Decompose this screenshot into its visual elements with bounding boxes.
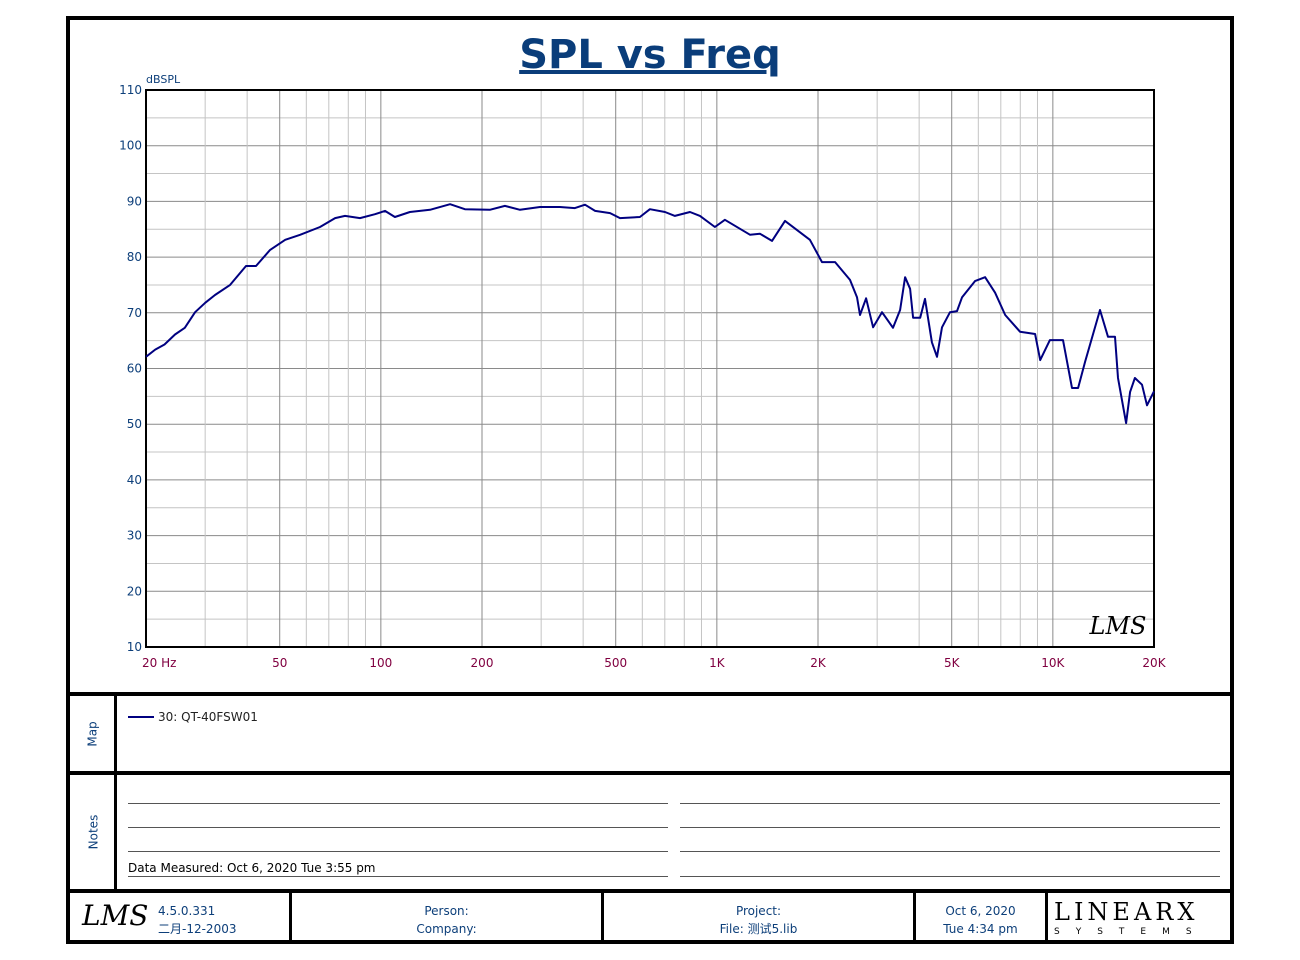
y-tick-label: 30 <box>127 529 142 543</box>
x-tick-label: 10K <box>1041 656 1065 670</box>
data-measured: Data Measured: Oct 6, 2020 Tue 3:55 pm <box>128 861 376 875</box>
divider <box>289 893 292 940</box>
y-tick-label: 20 <box>127 584 142 598</box>
divider <box>66 771 1234 775</box>
linearx-logo: LINEARX SYSTEMS <box>1054 899 1226 938</box>
y-tick-label: 110 <box>119 83 142 97</box>
x-tick-label: 20 Hz <box>142 656 176 670</box>
lms-logo: LMS <box>82 899 149 932</box>
y-tick-label: 60 <box>127 362 142 376</box>
version: 4.5.0.331 <box>158 904 216 918</box>
divider <box>66 889 1234 893</box>
divider <box>66 692 1234 696</box>
chart-lms-logo: LMS <box>1089 612 1147 640</box>
brand: LINEARX <box>1054 899 1199 926</box>
y-tick-label: 50 <box>127 417 142 431</box>
version-info: 4.5.0.331 二月-12-2003 <box>158 902 236 938</box>
build-date: 二月-12-2003 <box>158 922 237 936</box>
x-tick-label: 200 <box>471 656 494 670</box>
map-section-label: Map <box>70 696 116 771</box>
y-tick-label: 70 <box>127 306 142 320</box>
x-tick-label: 1K <box>709 656 726 670</box>
note-line[interactable] <box>128 827 668 828</box>
x-tick-label: 50 <box>272 656 287 670</box>
report-frame <box>66 16 1234 944</box>
x-tick-label: 500 <box>604 656 627 670</box>
x-tick-label: 2K <box>810 656 827 670</box>
divider <box>601 893 604 940</box>
note-line[interactable] <box>680 827 1220 828</box>
map-label: Map <box>85 720 100 747</box>
brand-sub: SYSTEMS <box>1054 927 1208 937</box>
y-axis-label: dBSPL <box>146 73 181 86</box>
legend-label: 30: QT-40FSW01 <box>158 710 258 724</box>
date: Oct 6, 2020 <box>945 904 1016 918</box>
y-tick-label: 80 <box>127 250 142 264</box>
notes-section-label: Notes <box>70 775 116 889</box>
y-tick-label: 10 <box>127 640 142 654</box>
date-info: Oct 6, 2020 Tue 4:34 pm <box>916 902 1045 938</box>
project-info: Project: File: 测试5.lib <box>604 902 913 938</box>
legend-swatch <box>128 716 154 718</box>
note-line[interactable] <box>680 851 1220 852</box>
project: Project: <box>735 904 782 918</box>
divider <box>1045 893 1048 940</box>
y-tick-label: 40 <box>127 473 142 487</box>
series-line <box>145 203 1155 425</box>
note-line[interactable] <box>680 803 1220 804</box>
divider <box>114 696 117 889</box>
note-line[interactable] <box>128 803 668 804</box>
x-tick-label: 100 <box>369 656 392 670</box>
person: Person: <box>424 904 469 918</box>
company: Company: <box>416 922 477 936</box>
chart-title: SPL vs Freq <box>519 32 781 78</box>
note-line[interactable] <box>128 876 668 877</box>
y-tick-label: 90 <box>127 194 142 208</box>
x-tick-label: 5K <box>944 656 961 670</box>
y-tick-label: 100 <box>119 139 142 153</box>
divider <box>913 893 916 940</box>
notes-label: Notes <box>85 814 100 850</box>
file: File: 测试5.lib <box>719 922 798 936</box>
time: Tue 4:34 pm <box>943 922 1018 936</box>
legend-item: 30: QT-40FSW01 <box>128 710 258 724</box>
person-info: Person: Company: <box>292 902 601 938</box>
plot-border <box>145 89 1155 648</box>
x-tick-label: 20K <box>1142 656 1166 670</box>
note-line[interactable] <box>128 851 668 852</box>
note-line[interactable] <box>680 876 1220 877</box>
